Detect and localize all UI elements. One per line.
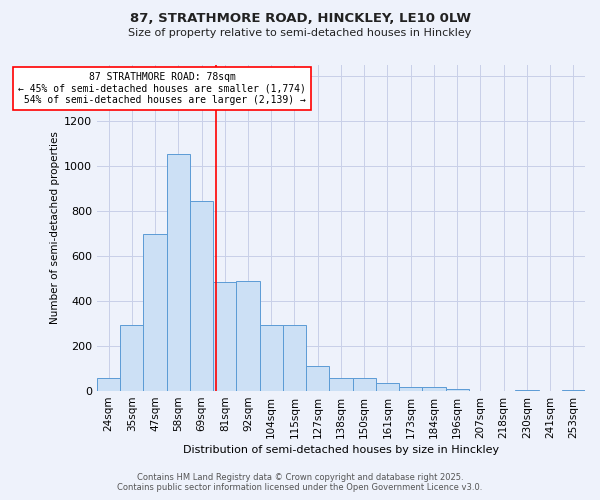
Bar: [190, 201, 213, 391]
Text: 87 STRATHMORE ROAD: 78sqm
← 45% of semi-detached houses are smaller (1,774)
 54%: 87 STRATHMORE ROAD: 78sqm ← 45% of semi-…: [18, 72, 306, 105]
Bar: [515, 390, 539, 391]
Bar: [376, 383, 399, 391]
Y-axis label: Number of semi-detached properties: Number of semi-detached properties: [50, 132, 60, 324]
Bar: [260, 324, 283, 391]
Bar: [97, 378, 120, 391]
Text: Size of property relative to semi-detached houses in Hinckley: Size of property relative to semi-detach…: [128, 28, 472, 38]
Bar: [236, 281, 260, 391]
Bar: [422, 386, 446, 391]
X-axis label: Distribution of semi-detached houses by size in Hinckley: Distribution of semi-detached houses by …: [183, 445, 499, 455]
Bar: [143, 234, 167, 391]
Bar: [306, 366, 329, 391]
Bar: [167, 154, 190, 391]
Bar: [213, 282, 236, 391]
Bar: [120, 324, 143, 391]
Bar: [353, 378, 376, 391]
Text: Contains HM Land Registry data © Crown copyright and database right 2025.
Contai: Contains HM Land Registry data © Crown c…: [118, 473, 482, 492]
Bar: [446, 389, 469, 391]
Bar: [562, 390, 585, 391]
Bar: [329, 378, 353, 391]
Text: 87, STRATHMORE ROAD, HINCKLEY, LE10 0LW: 87, STRATHMORE ROAD, HINCKLEY, LE10 0LW: [130, 12, 470, 26]
Bar: [283, 324, 306, 391]
Bar: [399, 386, 422, 391]
